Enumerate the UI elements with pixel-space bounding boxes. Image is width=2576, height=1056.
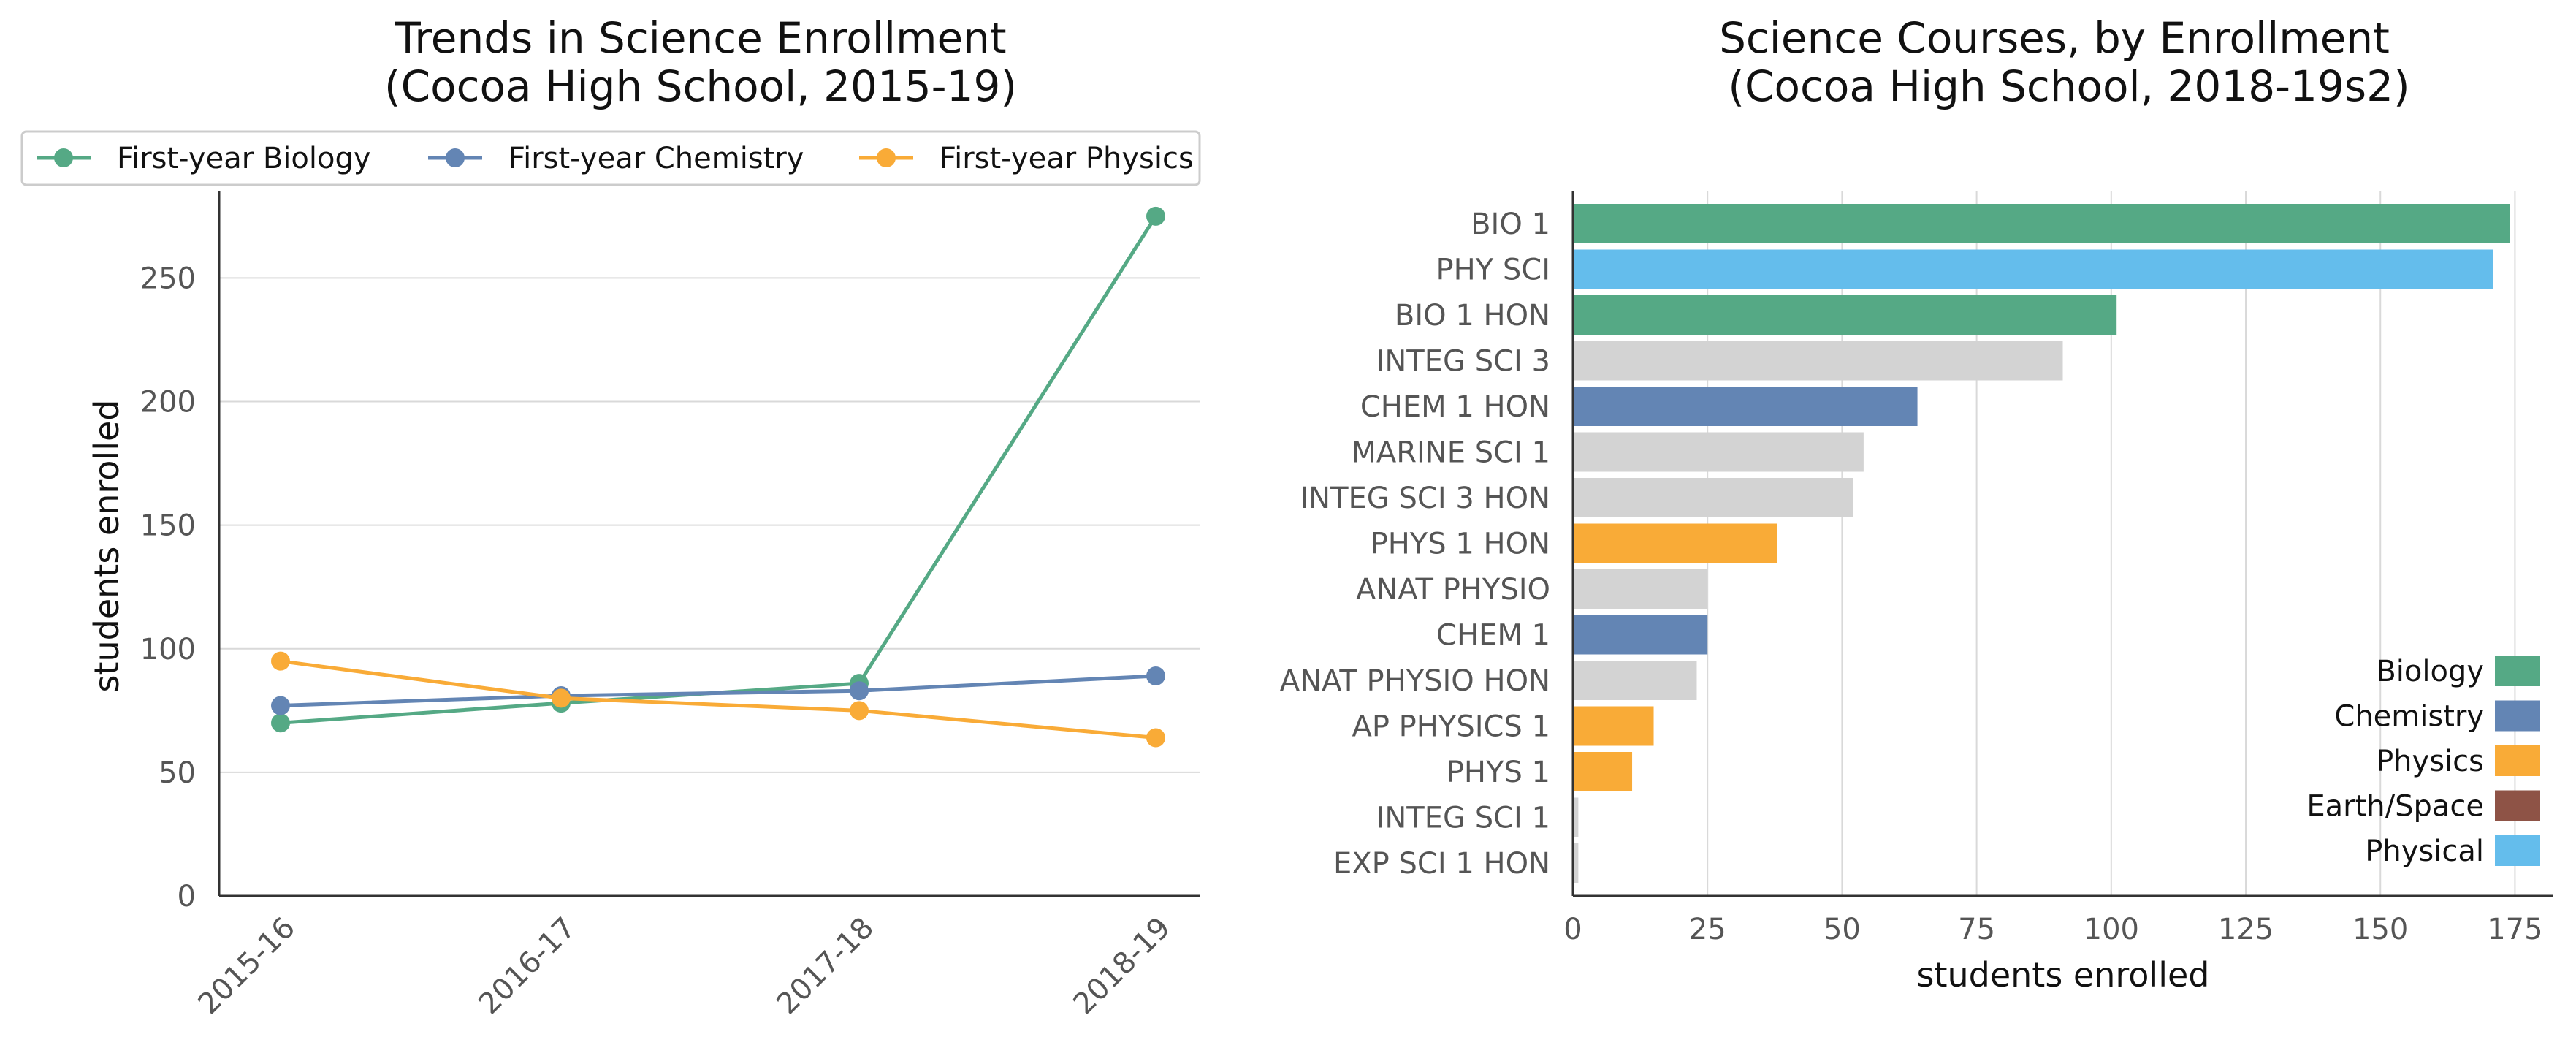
left-xtick-2018-19: 2018-19 <box>1067 911 1177 1022</box>
left-title-line1: Trends in Science Enrollment <box>394 13 1006 63</box>
left-gridlines <box>219 277 1200 773</box>
category-label-anat-physio: ANAT PHYSIO <box>1356 573 1550 607</box>
legend-label-earth-space: Earth/Space <box>2306 790 2484 824</box>
bar-exp-sci-1-hon <box>1573 843 1579 883</box>
left-xtick-2017-18: 2017-18 <box>770 911 880 1022</box>
category-label-phys-1-hon: PHYS 1 HON <box>1371 528 1550 561</box>
legend-swatch-physical <box>2495 835 2540 866</box>
bar-phys-1 <box>1573 752 1633 791</box>
right-xtick-125: 125 <box>2218 913 2274 946</box>
legend-swatch-marker-first-year-chemistry <box>446 148 465 167</box>
legend-swatch-chemistry <box>2495 700 2540 732</box>
right-xtick-150: 150 <box>2352 913 2408 946</box>
legend-label-first-year-physics: First-year Physics <box>940 142 1194 175</box>
category-label-integ-sci-3: INTEG SCI 3 <box>1376 345 1550 379</box>
left-ytick-150: 150 <box>140 509 196 543</box>
legend-label-first-year-chemistry: First-year Chemistry <box>508 142 804 175</box>
bar-marine-sci-1 <box>1573 432 1864 472</box>
bar-anat-physio-hon <box>1573 661 1697 700</box>
right-xtick-0: 0 <box>1563 913 1582 946</box>
legend-swatch-marker-first-year-biology <box>54 148 73 167</box>
left-legend-frame <box>20 130 1201 186</box>
left-xtick-2015-16: 2015-16 <box>191 911 302 1022</box>
bar-integ-sci-3-hon <box>1573 478 1853 517</box>
bar-chem-1 <box>1573 615 1708 655</box>
left-ytick-250: 250 <box>140 262 196 295</box>
point-first-year-physics-2015-16 <box>271 651 290 671</box>
bar-chem-1-hon <box>1573 387 1918 426</box>
right-title-line1: Science Courses, by Enrollment <box>1719 13 2390 63</box>
bar-phy-sci <box>1573 249 2493 289</box>
bar-integ-sci-3 <box>1573 341 2063 381</box>
point-first-year-chemistry-2018-19 <box>1146 666 1165 685</box>
bar-bio-1 <box>1573 204 2510 243</box>
right-xtick-25: 25 <box>1689 913 1726 946</box>
left-ylabel: students enrolled <box>87 400 126 693</box>
category-label-exp-sci-1-hon: EXP SCI 1 HON <box>1333 847 1550 881</box>
right-axes: 0 25 50 75 100 125 150 175 BIO 1 PHY SCI BIO 1 HON… <box>1280 191 2553 946</box>
bar-phys-1-hon <box>1573 523 1777 563</box>
category-label-phys-1: PHYS 1 <box>1447 756 1550 789</box>
category-label-marine-sci-1: MARINE SCI 1 <box>1351 436 1550 470</box>
left-title-line2: (Cocoa High School, 2015-19) <box>384 61 1017 111</box>
point-first-year-chemistry-2015-16 <box>271 696 290 715</box>
legend-swatch-physics <box>2495 745 2540 776</box>
left-series-group <box>271 206 1165 748</box>
point-first-year-physics-2016-17 <box>552 688 571 708</box>
point-first-year-physics-2018-19 <box>1146 728 1165 748</box>
bar-anat-physio <box>1573 569 1708 609</box>
right-legend: Biology Chemistry Physics Earth/Space Physic… <box>2306 655 2540 868</box>
bar-bio-1-hon <box>1573 295 2117 335</box>
left-ytick-0: 0 <box>178 880 196 913</box>
right-xtick-100: 100 <box>2084 913 2139 946</box>
right-xtick-175: 175 <box>2487 913 2542 946</box>
legend-swatch-marker-first-year-physics <box>877 148 896 167</box>
series-line-first-year-biology <box>280 215 1158 725</box>
category-label-integ-sci-1: INTEG SCI 1 <box>1376 802 1550 835</box>
category-label-chem-1-hon: CHEM 1 HON <box>1360 390 1550 424</box>
legend-label-chemistry: Chemistry <box>2334 700 2484 734</box>
right-xlabel: students enrolled <box>1917 955 2210 995</box>
category-label-integ-sci-3-hon: INTEG SCI 3 HON <box>1300 482 1550 515</box>
point-first-year-chemistry-2017-18 <box>850 681 869 701</box>
series-line-first-year-chemistry <box>280 674 1156 708</box>
legend-swatch-biology <box>2495 656 2540 686</box>
category-label-phy-sci: PHY SCI <box>1436 254 1550 287</box>
category-label-anat-physio-hon: ANAT PHYSIO HON <box>1280 664 1550 698</box>
legend-label-physics: Physics <box>2376 745 2484 778</box>
legend-label-biology: Biology <box>2376 655 2484 688</box>
legend-swatch-earth-space <box>2495 790 2540 821</box>
series-line-first-year-physics <box>280 659 1156 740</box>
point-first-year-biology-2018-19 <box>1146 206 1165 226</box>
legend-label-first-year-biology: First-year Biology <box>117 142 371 175</box>
left-legend: First-year Biology First-year Chemistry Fi… <box>20 130 1201 186</box>
category-label-chem-1: CHEM 1 <box>1436 619 1550 653</box>
left-ytick-50: 50 <box>159 756 196 790</box>
legend-label-physical: Physical <box>2365 835 2484 868</box>
category-label-ap-physics-1: AP PHYSICS 1 <box>1352 710 1550 744</box>
right-title-line2: (Cocoa High School, 2018-19s2) <box>1728 61 2409 111</box>
category-label-bio-1: BIO 1 <box>1471 208 1550 241</box>
left-axes: 0 50 100 150 200 250 2015-16 2016-17 2017-18 2018… <box>140 191 1200 1021</box>
left-xtick-2016-17: 2016-17 <box>472 911 582 1022</box>
left-ytick-100: 100 <box>140 633 196 666</box>
right-xtick-75: 75 <box>1958 913 1995 946</box>
point-first-year-physics-2017-18 <box>850 701 869 721</box>
category-label-bio-1-hon: BIO 1 HON <box>1395 299 1550 333</box>
left-ytick-200: 200 <box>140 386 196 419</box>
right-xtick-50: 50 <box>1824 913 1861 946</box>
bar-integ-sci-1 <box>1573 797 1579 837</box>
bar-ap-physics-1 <box>1573 706 1654 746</box>
point-first-year-biology-2015-16 <box>271 713 290 733</box>
right-bars-group <box>1573 204 2510 883</box>
